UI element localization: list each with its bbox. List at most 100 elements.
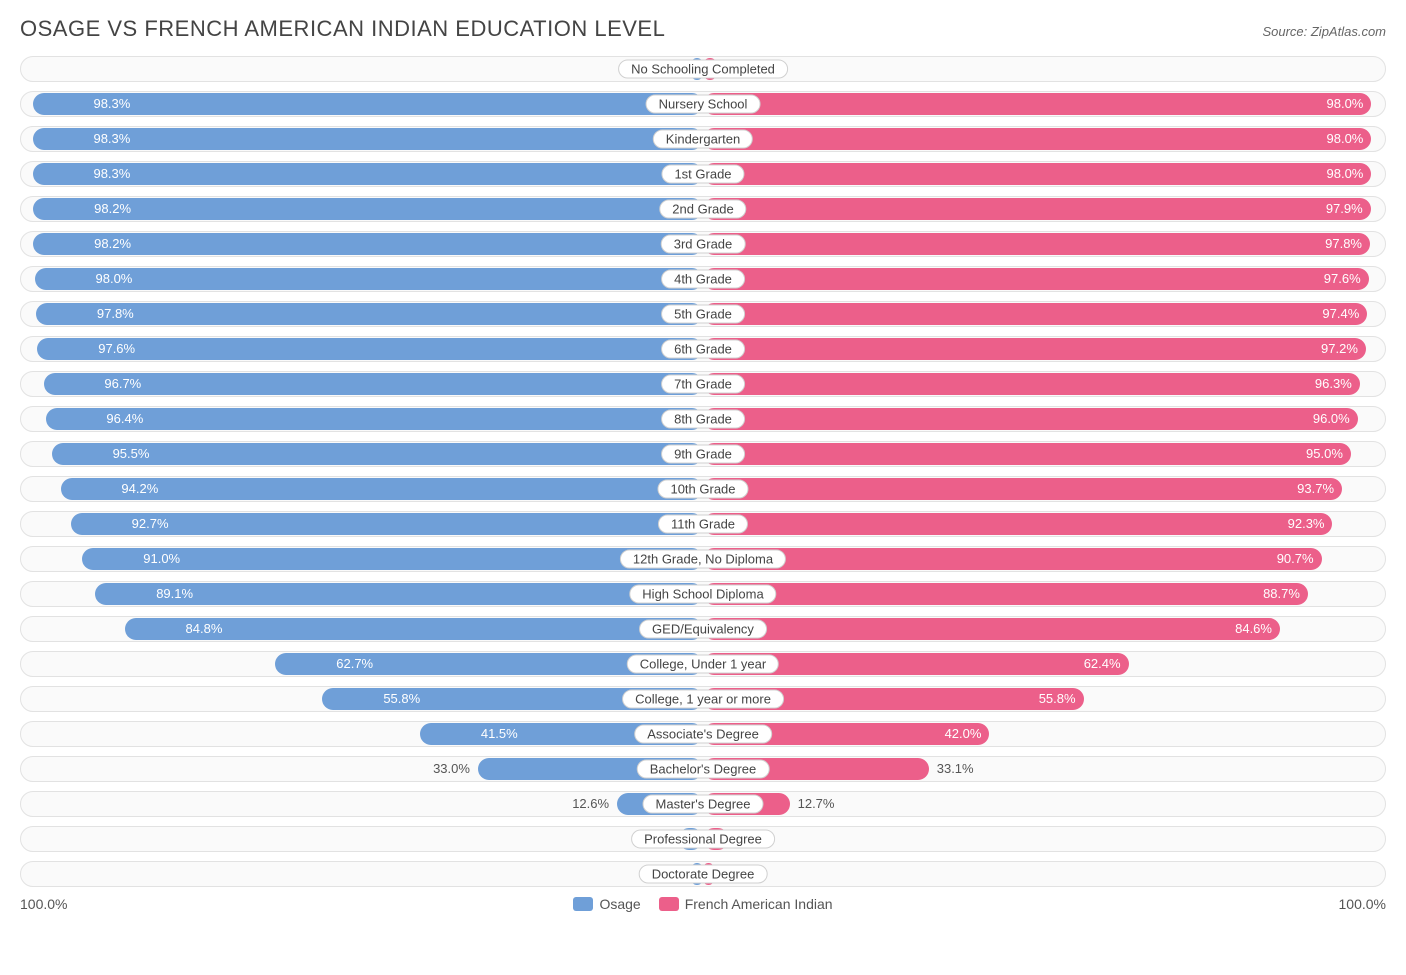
chart-title: OSAGE VS FRENCH AMERICAN INDIAN EDUCATIO…: [20, 16, 665, 42]
value-label-right: 95.0%: [1298, 442, 1351, 466]
value-label-right: 88.7%: [1255, 582, 1308, 606]
value-label-right: 42.0%: [937, 722, 990, 746]
category-label: 1st Grade: [661, 165, 744, 184]
chart-row: 84.8% 84.6% GED/Equivalency: [20, 616, 1386, 642]
chart-row: 96.7%96.3%7th Grade: [20, 371, 1386, 397]
value-label-right: 98.0%: [1319, 127, 1372, 151]
value-label-left: 96.7%: [96, 372, 149, 396]
value-label-right: 62.4%: [1076, 652, 1129, 676]
bar-right: [703, 513, 1332, 535]
value-label-left: 98.3%: [85, 162, 138, 186]
category-label: 9th Grade: [661, 445, 745, 464]
category-label: 4th Grade: [661, 270, 745, 289]
value-label-left: 98.2%: [86, 197, 139, 221]
category-label: GED/Equivalency: [639, 620, 767, 639]
value-label-right: 90.7%: [1269, 547, 1322, 571]
category-label: 2nd Grade: [659, 200, 746, 219]
category-label: Master's Degree: [643, 795, 764, 814]
left-axis-max-label: 100.0%: [20, 896, 67, 912]
value-label-right: 12.7%: [790, 792, 843, 816]
value-label-left: 84.8%: [178, 617, 231, 641]
value-label-left: 55.8%: [375, 687, 428, 711]
bar-right: [703, 303, 1367, 325]
category-label: Nursery School: [646, 95, 761, 114]
value-label-right: 97.2%: [1313, 337, 1366, 361]
category-label: 12th Grade, No Diploma: [620, 550, 786, 569]
bar-right: [703, 268, 1369, 290]
bar-right: [703, 443, 1351, 465]
chart-row: 97.6% 97.2% 6th Grade: [20, 336, 1386, 362]
value-label-left: 91.0%: [135, 547, 188, 571]
value-label-right: 98.0%: [1319, 162, 1372, 186]
bar-right: [703, 478, 1342, 500]
chart-row: 98.2%97.9%2nd Grade: [20, 196, 1386, 222]
value-label-left: 98.0%: [88, 267, 141, 291]
bar-right: [703, 373, 1360, 395]
value-label-left: 96.4%: [98, 407, 151, 431]
legend-swatch-right: [659, 897, 679, 911]
chart-row: 3.7%3.8%Professional Degree: [20, 826, 1386, 852]
category-label: 6th Grade: [661, 340, 745, 359]
chart-row: 96.4%96.0%8th Grade: [20, 406, 1386, 432]
chart-row: 62.7%62.4%College, Under 1 year: [20, 651, 1386, 677]
chart-row: 41.5% 42.0% Associate's Degree: [20, 721, 1386, 747]
legend-label-left: Osage: [599, 896, 640, 912]
chart-row: 55.8%55.8%College, 1 year or more: [20, 686, 1386, 712]
diverging-bar-chart: 1.8%2.1%No Schooling Completed 98.3% 98.0%…: [20, 56, 1386, 887]
legend-item-left: Osage: [573, 896, 640, 912]
category-label: College, 1 year or more: [622, 690, 784, 709]
category-label: High School Diploma: [629, 585, 776, 604]
category-label: 11th Grade: [658, 515, 748, 534]
value-label-left: 98.3%: [85, 127, 138, 151]
chart-row: 12.6% 12.7% Master's Degree: [20, 791, 1386, 817]
category-label: 10th Grade: [657, 480, 748, 499]
bar-right: [703, 163, 1371, 185]
value-label-left: 94.2%: [113, 477, 166, 501]
value-label-left: 95.5%: [105, 442, 158, 466]
category-label: 5th Grade: [661, 305, 745, 324]
bar-right: [703, 618, 1280, 640]
value-label-left: 98.2%: [86, 232, 139, 256]
chart-row: 1.8%2.1%No Schooling Completed: [20, 56, 1386, 82]
category-label: 3rd Grade: [661, 235, 746, 254]
chart-row: 98.3%98.0%Kindergarten: [20, 126, 1386, 152]
bar-right: [703, 338, 1366, 360]
value-label-right: 97.4%: [1314, 302, 1367, 326]
chart-row: 98.2% 97.8% 3rd Grade: [20, 231, 1386, 257]
value-label-right: 33.1%: [929, 757, 982, 781]
legend-label-right: French American Indian: [685, 896, 833, 912]
chart-row: 95.5% 95.0% 9th Grade: [20, 441, 1386, 467]
value-label-right: 96.3%: [1307, 372, 1360, 396]
value-label-right: 98.0%: [1319, 92, 1372, 116]
category-label: Bachelor's Degree: [637, 760, 770, 779]
chart-row: 1.7%1.6%Doctorate Degree: [20, 861, 1386, 887]
value-label-left: 92.7%: [124, 512, 177, 536]
chart-row: 94.2% 93.7% 10th Grade: [20, 476, 1386, 502]
category-label: Associate's Degree: [634, 725, 772, 744]
category-label: No Schooling Completed: [618, 60, 788, 79]
chart-row: 97.8% 97.4% 5th Grade: [20, 301, 1386, 327]
chart-row: 98.3% 98.0% 1st Grade: [20, 161, 1386, 187]
value-label-right: 97.8%: [1317, 232, 1370, 256]
value-label-right: 84.6%: [1227, 617, 1280, 641]
bar-right: [703, 548, 1322, 570]
value-label-left: 97.8%: [89, 302, 142, 326]
bar-right: [703, 128, 1371, 150]
value-label-left: 41.5%: [473, 722, 526, 746]
chart-row: 92.7%92.3%11th Grade: [20, 511, 1386, 537]
right-axis-max-label: 100.0%: [1339, 896, 1386, 912]
chart-row: 33.0%33.1%Bachelor's Degree: [20, 756, 1386, 782]
value-label-right: 93.7%: [1289, 477, 1342, 501]
value-label-left: 62.7%: [328, 652, 381, 676]
bar-right: [703, 198, 1371, 220]
value-label-right: 97.6%: [1316, 267, 1369, 291]
bar-right: [703, 408, 1358, 430]
value-label-left: 98.3%: [85, 92, 138, 116]
chart-row: 89.1%88.7%High School Diploma: [20, 581, 1386, 607]
value-label-left: 97.6%: [90, 337, 143, 361]
legend-swatch-left: [573, 897, 593, 911]
value-label-left: 12.6%: [564, 792, 617, 816]
bar-right: [703, 93, 1371, 115]
category-label: 8th Grade: [661, 410, 745, 429]
bar-right: [703, 583, 1308, 605]
